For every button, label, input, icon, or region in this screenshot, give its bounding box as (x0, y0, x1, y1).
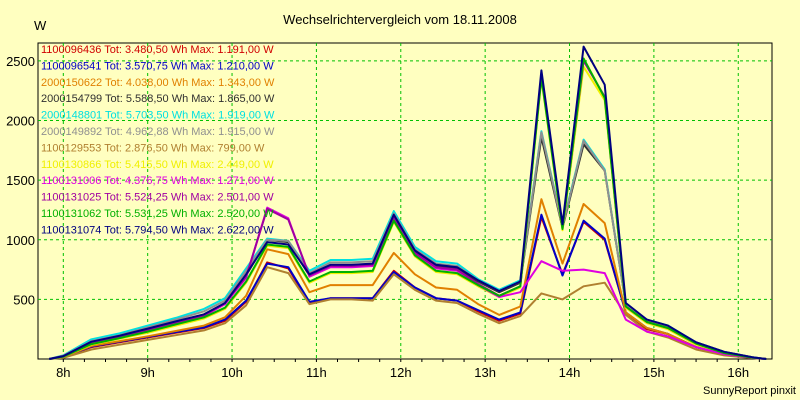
x-tick-label: 11h (306, 365, 327, 380)
legend: 1100096436 Tot: 3.480,50 Wh Max: 1.191,0… (41, 44, 275, 236)
footer-credit: SunnyReport pinxit (703, 385, 796, 397)
y-tick-label: 2000 (6, 114, 35, 129)
chart-title: Wechselrichtervergleich vom 18.11.2008 (283, 12, 517, 27)
series-line-11 (49, 57, 767, 360)
legend-entry: 1100096436 Tot: 3.480,50 Wh Max: 1.191,0… (41, 44, 274, 56)
axis-ticks: 500 1000 1500 2000 2500 8h 9h 10h 11h 12h 13h 14h 15… (6, 54, 760, 380)
legend-entry: 1100131062 Tot: 5.531,25 Wh Max: 2.520,0… (41, 208, 274, 220)
y-tick-label: 1000 (6, 233, 35, 248)
x-tick-label: 14h (559, 365, 581, 380)
legend-entry: 2000154799 Tot: 5.588,50 Wh Max: 1.865,0… (41, 93, 275, 105)
legend-entry: 1100131074 Tot: 5.794,50 Wh Max: 2.622,0… (41, 224, 274, 236)
x-tick-label: 16h (727, 365, 749, 380)
legend-entry: 2000148801 Tot: 5.703,50 Wh Max: 1.919,0… (41, 110, 275, 122)
y-tick-label: 500 (13, 292, 35, 307)
legend-entry: 1100131006 Tot: 4.376,75 Wh Max: 1.271,0… (41, 175, 274, 187)
legend-entry: 2000149892 Tot: 4.962,88 Wh Max: 1.915,0… (41, 126, 275, 138)
data-lines (48, 45, 767, 360)
series-line-12 (48, 45, 767, 360)
x-tick-label: 12h (390, 365, 412, 380)
series-line-3 (49, 198, 767, 360)
legend-entry: 2000150622 Tot: 4.038,00 Wh Max: 1.343,0… (41, 77, 275, 89)
plot-area (37, 42, 773, 360)
x-tick-label: 13h (474, 365, 496, 380)
x-tick-label: 9h (140, 365, 154, 380)
legend-entry: 1100129553 Tot: 2.876,50 Wh Max: 799,00 … (41, 142, 265, 154)
series-line-7 (49, 266, 767, 360)
y-tick-label: 1500 (6, 173, 35, 188)
y-axis-unit: W (34, 18, 47, 33)
x-tick-label: 8h (56, 365, 70, 380)
y-tick-label: 2500 (6, 54, 35, 69)
legend-entry: 1100130866 Tot: 5.415,50 Wh Max: 2.449,0… (41, 159, 274, 171)
x-tick-label: 15h (643, 365, 665, 380)
x-tick-label: 10h (221, 365, 243, 380)
legend-entry: 1100131025 Tot: 5.524,25 Wh Max: 2.501,0… (41, 192, 274, 204)
legend-entry: 1100096541 Tot: 3.570,75 Wh Max: 1.210,0… (41, 60, 274, 72)
